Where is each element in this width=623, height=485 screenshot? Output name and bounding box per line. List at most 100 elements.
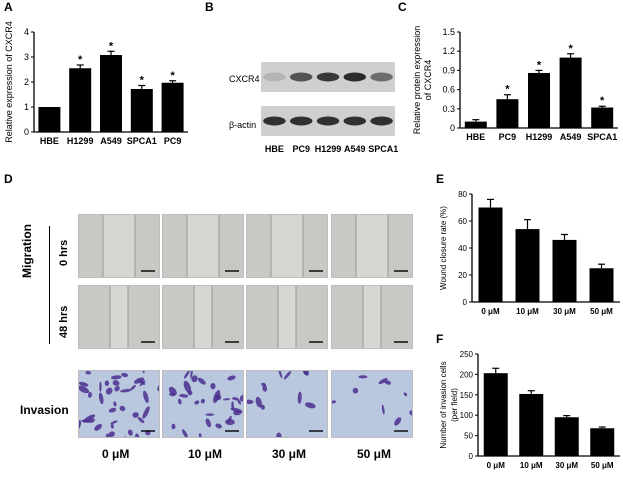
- x-tick-label: A549: [100, 136, 122, 146]
- migration-image: [162, 214, 244, 278]
- invading-cell: [139, 380, 146, 387]
- invading-cell: [237, 398, 242, 405]
- invading-cell: [130, 385, 137, 391]
- invading-cell: [227, 375, 236, 381]
- y-tick-label: 2: [24, 77, 29, 87]
- invading-cell: [231, 401, 235, 410]
- y-tick-label: 0: [450, 123, 455, 133]
- y-axis-label: Relative protein expression: [412, 26, 422, 135]
- invading-cell: [140, 371, 145, 374]
- blot-lane-label: SPCA1: [368, 144, 399, 154]
- invading-cell: [110, 420, 118, 425]
- y-tick-label: 100: [460, 411, 474, 420]
- bar-0: [464, 121, 487, 128]
- invading-cell: [105, 387, 113, 395]
- invading-cell: [233, 410, 242, 416]
- invading-cell: [205, 413, 215, 416]
- x-tick-label: 10 μM: [516, 307, 539, 316]
- invading-cell: [409, 410, 412, 416]
- invading-cell: [297, 391, 302, 404]
- invading-cell: [110, 375, 122, 380]
- migration-bracket: [49, 226, 50, 344]
- significance-star: *: [109, 40, 114, 52]
- wound-gap: [271, 215, 303, 277]
- bar-0: [478, 207, 503, 302]
- bar-2: [100, 55, 122, 132]
- row-label-48hrs: 48 hrs: [58, 305, 70, 338]
- x-tick-label: 30 μM: [555, 461, 578, 470]
- invading-cell: [108, 431, 115, 437]
- y-tick-label: 150: [460, 391, 474, 400]
- x-tick-label: SPCA1: [587, 132, 617, 142]
- y-tick-label: 1.5: [442, 27, 455, 37]
- x-tick-label: 50 μM: [591, 461, 614, 470]
- bar-1: [69, 68, 92, 132]
- invasion-label: Invasion: [20, 403, 69, 417]
- panel-letter-f: F: [436, 332, 444, 346]
- invading-cell: [200, 398, 205, 404]
- invading-cell: [283, 371, 292, 380]
- invading-cell: [119, 405, 126, 412]
- x-tick-label: 30 μM: [553, 307, 576, 316]
- y-axis-label: of CXCR4: [423, 60, 433, 101]
- invading-cell: [198, 433, 202, 437]
- bar-1: [519, 393, 544, 456]
- significance-star: *: [505, 84, 510, 96]
- wound-gap: [187, 215, 219, 277]
- y-tick-label: 20: [458, 271, 467, 280]
- bar-3: [130, 89, 153, 132]
- invading-cell: [105, 433, 110, 437]
- invading-cell: [205, 418, 212, 428]
- invading-cell: [255, 396, 262, 408]
- invading-cell: [278, 371, 283, 379]
- invasion-image: [246, 370, 328, 438]
- x-tick-label: 10 μM: [520, 461, 543, 470]
- invading-cell: [121, 372, 129, 378]
- migration-image: [331, 285, 413, 349]
- invading-cell: [247, 399, 254, 405]
- y-tick-label: 0.6: [442, 85, 455, 95]
- blot-row-label-beta-actin: β-actin: [229, 120, 257, 130]
- bar-2: [554, 417, 579, 456]
- invading-cell: [403, 392, 408, 397]
- invading-cell: [85, 371, 92, 375]
- blot-band: [370, 116, 393, 126]
- panel-letter-e: E: [436, 172, 445, 186]
- y-tick-label: 40: [458, 244, 467, 253]
- invading-cell: [110, 423, 114, 429]
- blot-band: [316, 116, 340, 126]
- invading-cell: [378, 378, 388, 385]
- western-blot: CXCR4 β-actin HBE PC9 H1299 A549 SPCA1: [205, 10, 399, 160]
- invading-cell: [108, 407, 117, 413]
- invading-cell: [332, 400, 337, 404]
- invading-cell: [394, 417, 402, 426]
- x-tick-label: 0 μM: [487, 461, 506, 470]
- y-tick-label: 0: [463, 298, 468, 307]
- blot-lane-label: HBE: [264, 144, 284, 154]
- wound-gap: [356, 215, 388, 277]
- invading-cell: [232, 397, 239, 401]
- invasion-image: [78, 370, 160, 438]
- x-tick-label: A549: [560, 132, 582, 142]
- invading-cell: [182, 429, 188, 437]
- bar-4: [591, 107, 614, 128]
- invading-cell: [88, 391, 92, 398]
- invading-cell: [113, 401, 117, 407]
- bar-0: [38, 107, 61, 132]
- invading-cell: [94, 423, 102, 431]
- bar-1: [496, 99, 519, 128]
- wound-gap: [363, 286, 381, 348]
- y-axis-label: (per field): [450, 388, 459, 422]
- invading-cell: [215, 423, 222, 429]
- invading-cell: [127, 429, 133, 436]
- blot-lane-label: PC9: [292, 144, 310, 154]
- blot-band: [263, 72, 286, 82]
- blot-band: [289, 72, 313, 82]
- invading-cell: [177, 398, 182, 405]
- wound-gap: [278, 286, 296, 348]
- invading-cell: [381, 404, 385, 415]
- invading-cell: [99, 381, 102, 393]
- invading-cell: [104, 380, 110, 387]
- wound-gap: [110, 286, 128, 348]
- y-tick-label: 0.3: [442, 104, 455, 114]
